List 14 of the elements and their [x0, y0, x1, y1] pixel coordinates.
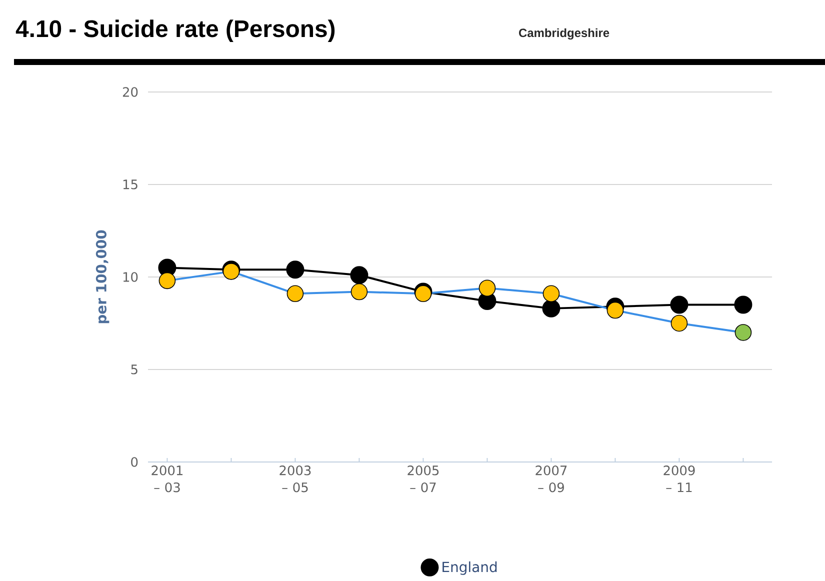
x-tick-label: 2001 – 03: [152, 466, 182, 492]
chart-subtitle: Cambridgeshire: [519, 28, 610, 40]
x-tick-label: 2009 – 11: [664, 466, 695, 492]
x-tick-label: 2003 – 05: [280, 466, 311, 492]
x-tick-label: 2005 – 07: [408, 466, 439, 492]
y-tick-label: 20: [122, 87, 138, 97]
y-axis-title: per 100,000: [96, 230, 110, 324]
y-tick-label: 0: [131, 457, 138, 467]
x-tick-label: 2007 – 09: [536, 466, 567, 492]
y-tick-label: 5: [131, 364, 138, 374]
y-tick-label: 10: [123, 272, 138, 282]
y-tick-label: 15: [123, 180, 138, 190]
legend-label: England: [442, 561, 497, 575]
chart-title: 4.10 - Suicide rate (Persons): [16, 20, 335, 42]
